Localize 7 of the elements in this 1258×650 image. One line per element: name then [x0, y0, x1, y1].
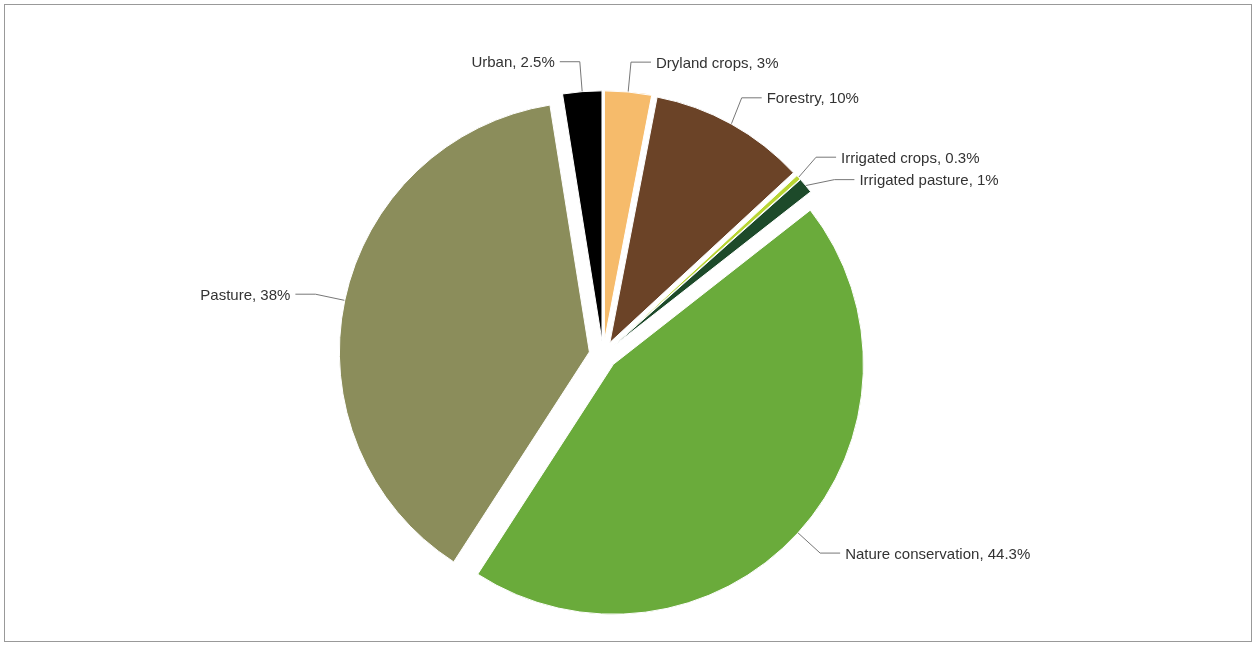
slice-label: Irrigated crops, 0.3% [841, 148, 980, 166]
slice-label: Nature conservation, 44.3% [845, 544, 1031, 562]
slice-label: Forestry, 10% [766, 89, 859, 107]
slice-label: Urban, 2.5% [471, 53, 555, 71]
slice-label: Dryland crops, 3% [656, 53, 779, 71]
slice-label: Pasture, 38% [200, 285, 291, 303]
slice-label: Irrigated pasture, 1% [859, 171, 999, 189]
